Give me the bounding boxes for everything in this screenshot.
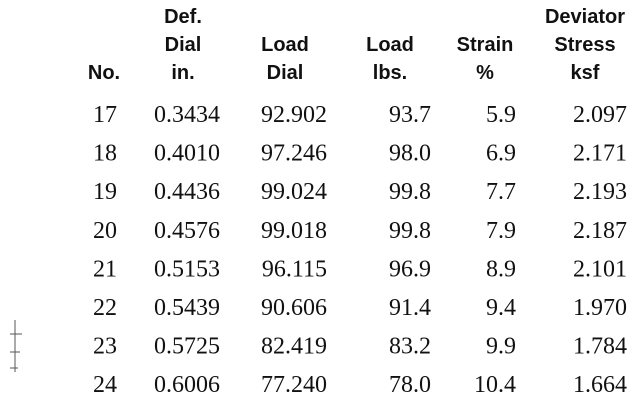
column-header: Def. [164,6,202,28]
column-header: Load [261,34,309,56]
table-cell: 10.4 [474,372,516,398]
column-header: lbs. [373,62,407,84]
table-cell: 2.187 [573,218,627,244]
table-cell: 21 [93,256,117,282]
column-header: No. [88,62,120,84]
table-cell: 0.5439 [154,295,220,321]
table-cell: 2.101 [573,256,627,282]
table-cell: 23 [93,334,117,360]
table-cell: 0.5153 [154,256,220,282]
table-cell: 0.4576 [154,218,220,244]
table-cell: 96.9 [389,256,431,282]
column-header: Stress [554,34,615,56]
column-header: Dial [267,62,304,84]
table-cell: 99.018 [261,218,327,244]
table-cell: 77.240 [261,372,327,398]
table-cell: 0.4010 [154,141,220,167]
table-cell: 78.0 [389,372,431,398]
table-cell: 17 [93,102,117,128]
table-cell: 1.664 [573,372,627,398]
table-cell: 5.9 [486,102,516,128]
table-cell: 97.246 [261,141,327,167]
table-cell: 1.784 [573,334,627,360]
column-header: Load [366,34,414,56]
column-header: Strain [457,34,514,56]
table-cell: 18 [93,141,117,167]
table-cell: 2.193 [573,179,627,205]
table-cell: 0.6006 [154,372,220,398]
table-cell: 20 [93,218,117,244]
table-cell: 9.4 [486,295,516,321]
column-header: % [476,62,494,84]
table-cell: 22 [93,295,117,321]
table-cell: 96.115 [262,256,327,282]
table-cell: 93.7 [389,102,431,128]
table-cell: 0.3434 [154,102,220,128]
table-cell: 1.970 [573,295,627,321]
table-cell: 6.9 [486,141,516,167]
table-cell: 92.902 [261,102,327,128]
table-cell: 91.4 [389,295,431,321]
margin-marks [10,320,22,372]
table-cell: 2.097 [573,102,627,128]
table-cell: 99.024 [261,179,327,205]
table-cell: 7.7 [486,179,516,205]
column-header: Dial [165,34,202,56]
table-cell: 8.9 [486,256,516,282]
column-header: ksf [571,62,600,84]
table-cell: 2.171 [573,141,627,167]
table-cell: 19 [93,179,117,205]
column-header: in. [171,62,194,84]
table-cell: 90.606 [261,295,327,321]
table-cell: 9.9 [486,334,516,360]
column-header: Deviator [545,6,625,28]
table-cell: 98.0 [389,141,431,167]
table-cell: 99.8 [389,218,431,244]
table-cell: 83.2 [389,334,431,360]
table-cell: 0.5725 [154,334,220,360]
table-cell: 0.4436 [154,179,220,205]
table-cell: 24 [93,372,117,398]
table-cell: 82.419 [261,334,327,360]
table-cell: 99.8 [389,179,431,205]
table-cell: 7.9 [486,218,516,244]
